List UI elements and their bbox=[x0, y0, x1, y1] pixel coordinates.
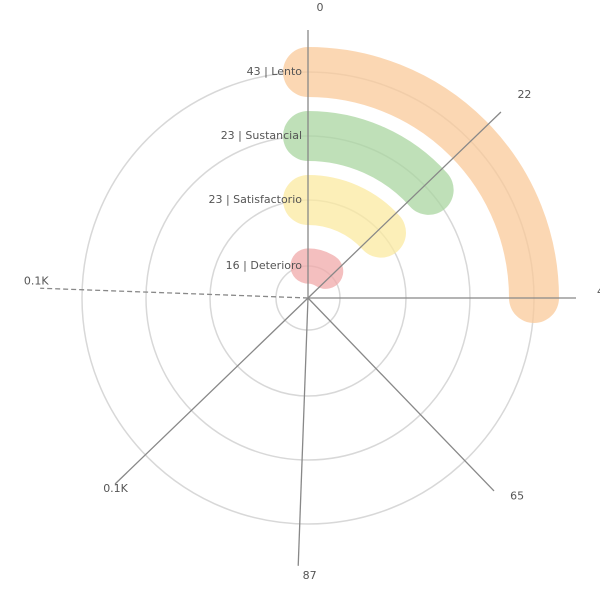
bar-label: 23 | Sustancial bbox=[221, 129, 302, 142]
bar-label: 43 | Lento bbox=[247, 65, 303, 78]
angle-tick-label: 22 bbox=[517, 88, 531, 101]
angle-tick-label: 0 bbox=[317, 1, 324, 14]
radial-bar bbox=[283, 175, 406, 258]
spoke bbox=[114, 297, 309, 485]
radial-bar bbox=[290, 248, 344, 289]
bar-label: 16 | Deterioro bbox=[226, 259, 303, 272]
spoke bbox=[297, 297, 309, 566]
spoke bbox=[40, 287, 309, 299]
angle-tick-label: 0.1K bbox=[24, 275, 49, 288]
angle-tick-label: 65 bbox=[510, 489, 524, 502]
angle-tick-label: 0.1K bbox=[103, 482, 128, 495]
radial-bar bbox=[283, 47, 559, 323]
angle-tick-label: 43 bbox=[597, 285, 600, 298]
spoke bbox=[307, 297, 495, 492]
radial-bar bbox=[283, 111, 454, 215]
spoke bbox=[307, 111, 502, 299]
angle-tick-label: 87 bbox=[303, 569, 317, 582]
bar-label: 23 | Satisfactorio bbox=[208, 193, 302, 206]
